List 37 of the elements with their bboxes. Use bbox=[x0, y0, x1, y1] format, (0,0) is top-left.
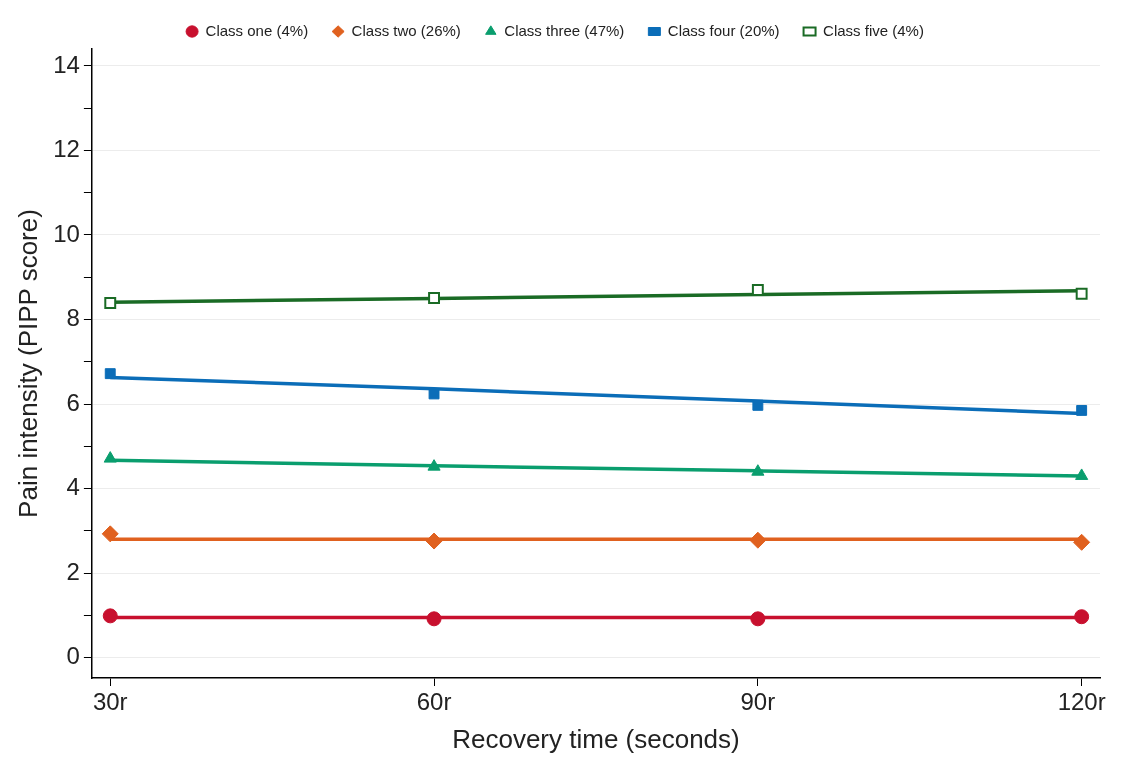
point bbox=[749, 531, 767, 549]
point bbox=[1075, 287, 1088, 300]
x-tick-label: 60r bbox=[416, 688, 452, 716]
x-tick-label: 90r bbox=[740, 688, 776, 716]
point bbox=[101, 525, 119, 543]
point bbox=[104, 297, 117, 309]
point bbox=[102, 608, 118, 624]
point bbox=[427, 459, 441, 471]
y-tick-label: 8 bbox=[66, 304, 80, 332]
legend-label: Class four (20%) bbox=[667, 21, 780, 39]
legend-label: Class three (47%) bbox=[504, 21, 625, 39]
point bbox=[1075, 468, 1089, 480]
point bbox=[752, 399, 764, 411]
y-tick-label: 4 bbox=[66, 473, 80, 501]
point bbox=[750, 611, 766, 627]
x-tick-label: 30r bbox=[92, 688, 128, 716]
point bbox=[1073, 533, 1091, 551]
legend-label: Class two (26%) bbox=[351, 21, 461, 39]
legend-label: Class five (4%) bbox=[823, 21, 924, 39]
point bbox=[425, 532, 443, 550]
x-tick-label: 120r bbox=[1057, 688, 1106, 716]
point bbox=[751, 464, 765, 476]
point bbox=[1076, 404, 1088, 416]
point bbox=[104, 368, 116, 380]
point bbox=[103, 451, 117, 463]
x-axis-title: Recovery time (seconds) bbox=[452, 723, 740, 754]
y-tick-label: 6 bbox=[66, 388, 80, 416]
y-axis-title: Pain intensity (PIPP score) bbox=[12, 209, 43, 518]
y-tick-label: 14 bbox=[53, 50, 80, 78]
y-tick-label: 2 bbox=[66, 557, 80, 585]
y-tick-label: 10 bbox=[53, 219, 80, 247]
y-tick-label: 0 bbox=[66, 642, 80, 670]
y-tick-label: 12 bbox=[53, 135, 80, 163]
legend-label: Class one (4%) bbox=[205, 21, 309, 39]
point bbox=[1074, 609, 1090, 625]
point bbox=[428, 292, 440, 304]
point bbox=[426, 611, 442, 627]
